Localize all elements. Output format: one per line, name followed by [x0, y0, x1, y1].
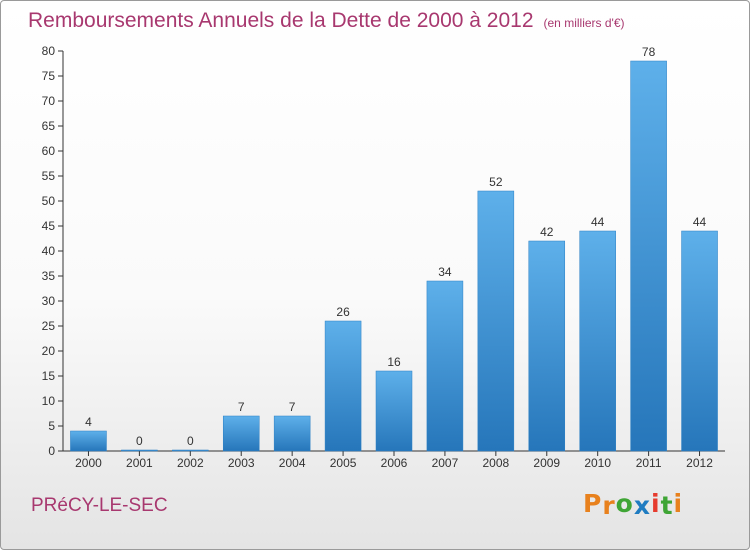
y-tick-label: 80 [42, 44, 56, 58]
data-label-2005: 26 [336, 305, 350, 319]
bar-2010 [579, 230, 616, 452]
y-tick-label: 65 [42, 119, 56, 133]
y-tick-label: 40 [42, 244, 56, 258]
x-tick-label-2006: 2006 [381, 456, 408, 470]
x-tick-label-2011: 2011 [636, 456, 662, 470]
x-tick-label-2001: 2001 [126, 456, 153, 470]
logo-letter: x [633, 491, 651, 520]
data-label-2011: 78 [642, 45, 656, 59]
chart-title: Remboursements Annuels de la Dette de 20… [28, 9, 625, 33]
bar-2011 [630, 60, 667, 452]
y-tick-label: 50 [42, 194, 56, 208]
bar-2005 [324, 320, 362, 452]
x-tick-label-2002: 2002 [177, 456, 204, 470]
x-tick-label-2003: 2003 [228, 456, 255, 470]
bar-2006 [375, 370, 413, 452]
chart-bars [70, 60, 718, 452]
data-label-2001: 0 [136, 434, 143, 448]
y-tick-label: 60 [42, 144, 56, 158]
town-name: PRéCY-LE-SEC [31, 495, 168, 516]
data-label-2007: 34 [438, 265, 452, 279]
bar-2002 [172, 449, 209, 452]
bar-2007 [426, 280, 464, 452]
data-label-2006: 16 [387, 355, 401, 369]
data-label-2008: 52 [489, 175, 503, 189]
x-tick-label-2005: 2005 [330, 456, 357, 470]
bar-2012 [681, 230, 718, 452]
x-tick-label-2004: 2004 [279, 456, 306, 470]
data-label-2010: 44 [591, 215, 605, 229]
logo-letter: t [660, 491, 674, 520]
data-label-2004: 7 [289, 400, 296, 414]
data-label-2002: 0 [187, 434, 194, 448]
y-tick-label: 70 [42, 94, 56, 108]
y-tick-label: 0 [48, 444, 55, 458]
data-label-2009: 42 [540, 225, 554, 239]
y-tick-label: 10 [42, 394, 56, 408]
x-tick-label-2012: 2012 [686, 456, 713, 470]
y-tick-label: 45 [42, 219, 56, 233]
bar-2004 [273, 415, 311, 452]
data-label-2003: 7 [238, 400, 245, 414]
logo-letter: o [615, 489, 634, 518]
chart-data-labels: 4 0 0 7 7 26 16 34 52 42 44 78 44 [85, 45, 706, 448]
logo-letter: P [583, 489, 603, 518]
proxiti-logo: Proxiti [583, 489, 684, 520]
logo-letter: i [651, 489, 661, 518]
data-label-2012: 44 [693, 215, 707, 229]
y-tick-label: 20 [42, 344, 56, 358]
y-tick-label: 55 [42, 169, 56, 183]
chart-title-text: Remboursements Annuels de la Dette de 20… [28, 9, 534, 32]
x-tick-label-2008: 2008 [482, 456, 509, 470]
y-tick-label: 15 [42, 369, 56, 383]
bar-2001 [121, 449, 158, 452]
y-tick-label: 25 [42, 319, 56, 333]
bar-2003 [222, 415, 260, 452]
logo-letter: r [602, 491, 616, 520]
chart-subtitle: (en milliers d'€) [543, 16, 625, 30]
y-tick-label: 35 [42, 269, 56, 283]
y-tick-label: 5 [48, 419, 55, 433]
y-tick-label: 30 [42, 294, 56, 308]
x-tick-label-2010: 2010 [584, 456, 611, 470]
bar-2009 [528, 240, 566, 452]
x-tick-label-2000: 2000 [75, 456, 102, 470]
bar-2000 [70, 430, 107, 452]
x-tick-label-2007: 2007 [432, 456, 459, 470]
bar-2008 [477, 190, 515, 452]
x-tick-label-2009: 2009 [533, 456, 560, 470]
logo-letter: i [673, 489, 684, 518]
y-tick-label: 75 [42, 69, 56, 83]
data-label-2000: 4 [85, 415, 92, 429]
